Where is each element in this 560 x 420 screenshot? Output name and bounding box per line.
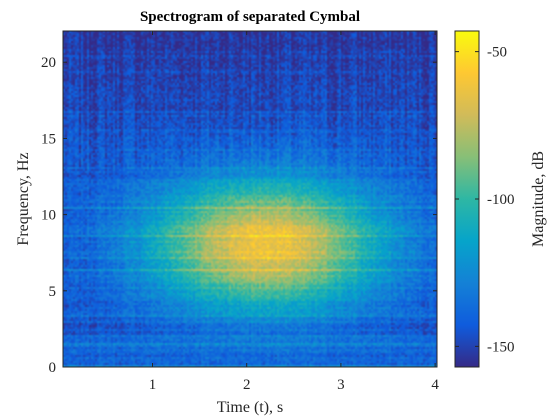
y-tick-label: 15: [41, 131, 56, 147]
spectrogram-heatmap: [63, 31, 437, 367]
chart-title: Spectrogram of separated Cymbal: [140, 9, 360, 25]
colorbar-axis: -50 -100 -150: [455, 45, 515, 355]
x-tick-label: 1: [149, 377, 157, 393]
plot-frame: [62, 30, 438, 368]
colorbar-tick-label: -50: [487, 45, 507, 61]
x-axis-label: Time (t), s: [217, 399, 284, 416]
colorbar-label: Magnitude, dB: [530, 151, 547, 247]
y-axis: 0 5 10 15 20: [41, 55, 437, 376]
colorbar-tick-label: -100: [487, 192, 515, 208]
spectrogram-image: [63, 31, 437, 367]
y-tick-label: 20: [41, 55, 56, 71]
x-tick-label: 4: [431, 377, 439, 393]
x-tick-label: 3: [337, 377, 345, 393]
y-tick-label: 10: [41, 208, 56, 224]
y-axis-label: Frequency, Hz: [15, 152, 32, 245]
x-tick-label: 2: [243, 377, 251, 393]
x-axis: 1 2 3 4: [149, 31, 439, 393]
y-tick-label: 5: [49, 284, 57, 300]
y-tick-label: 0: [49, 360, 57, 376]
colorbar-tick-label: -150: [487, 339, 515, 355]
